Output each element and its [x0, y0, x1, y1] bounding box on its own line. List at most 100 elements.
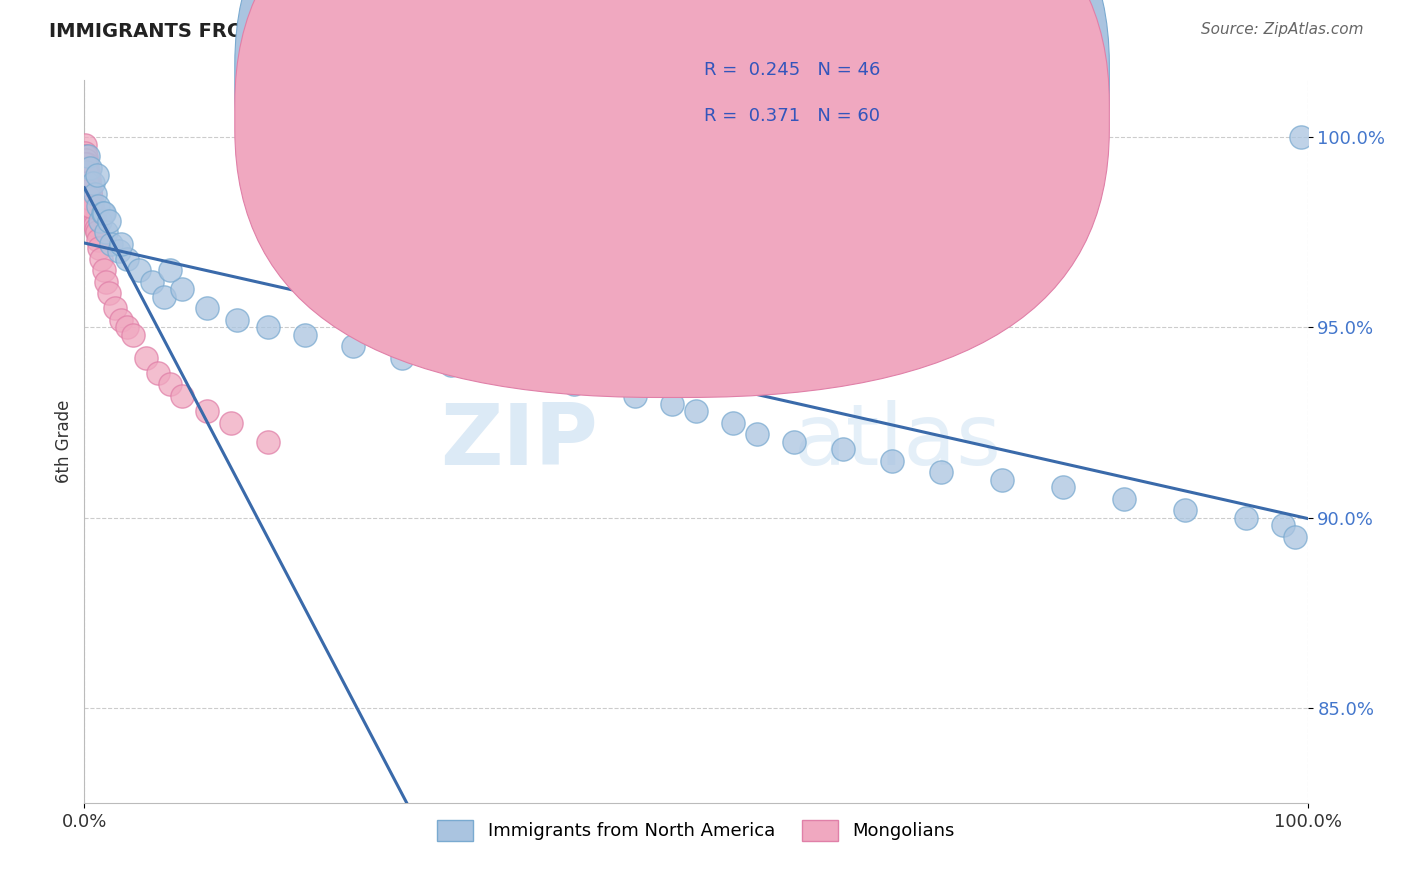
Point [880, 453, 903, 467]
Point [195, 301, 218, 316]
Point [80, 191, 103, 205]
Point [342, 339, 364, 353]
Point [685, 404, 707, 418]
Point [141, 275, 163, 289]
Point [79, 199, 101, 213]
Point [89, 214, 111, 228]
Point [96, 226, 118, 240]
Point [77, 191, 100, 205]
Point [75, 157, 97, 171]
Point [79, 184, 101, 198]
Point [80, 194, 103, 209]
Point [76, 164, 98, 178]
Point [122, 328, 145, 343]
Y-axis label: 6th Grade: 6th Grade [55, 400, 73, 483]
Point [79, 187, 101, 202]
Point [84, 218, 107, 232]
Point [83, 206, 105, 220]
Point [97, 214, 120, 228]
Point [391, 351, 413, 365]
Point [86, 169, 108, 183]
Point [159, 263, 181, 277]
Point [747, 426, 769, 441]
Point [87, 199, 110, 213]
Point [146, 366, 169, 380]
Point [96, 275, 118, 289]
Point [83, 214, 105, 228]
Point [73, 137, 96, 152]
Point [257, 320, 280, 334]
Point [77, 179, 100, 194]
Point [97, 286, 120, 301]
Legend: Immigrants from North America, Mongolians: Immigrants from North America, Mongolian… [430, 813, 962, 848]
Point [75, 161, 97, 175]
Text: R =  0.245   N = 46: R = 0.245 N = 46 [704, 61, 880, 78]
Point [80, 199, 103, 213]
Point [172, 389, 194, 403]
Text: R =  0.371   N = 60: R = 0.371 N = 60 [704, 108, 880, 126]
Point [294, 328, 316, 343]
Point [1236, 510, 1258, 524]
Point [172, 282, 194, 296]
Text: IMMIGRANTS FROM NORTH AMERICA VS MONGOLIAN 6TH GRADE CORRELATION CHART: IMMIGRANTS FROM NORTH AMERICA VS MONGOLI… [49, 22, 1004, 41]
Point [76, 161, 98, 175]
Point [1272, 518, 1295, 533]
Point [107, 244, 129, 259]
Point [77, 179, 100, 194]
Point [104, 301, 127, 316]
Point [75, 149, 97, 163]
Point [1174, 503, 1197, 517]
Point [75, 153, 97, 168]
Point [929, 465, 952, 479]
Point [115, 252, 138, 266]
Point [73, 145, 96, 160]
Point [75, 164, 97, 178]
Point [77, 172, 100, 186]
Point [110, 313, 132, 327]
Point [77, 149, 100, 163]
Point [76, 176, 98, 190]
Text: ZIP: ZIP [440, 400, 598, 483]
Point [502, 366, 524, 380]
Point [257, 434, 280, 449]
Point [135, 351, 157, 365]
Text: atlas: atlas [794, 400, 1002, 483]
Point [93, 206, 115, 220]
Point [624, 389, 647, 403]
Point [82, 202, 104, 217]
Point [100, 236, 122, 251]
Point [1114, 491, 1136, 506]
Point [226, 313, 249, 327]
Point [91, 206, 114, 220]
Point [77, 176, 100, 190]
Text: Source: ZipAtlas.com: Source: ZipAtlas.com [1201, 22, 1364, 37]
Point [84, 187, 107, 202]
Point [159, 377, 181, 392]
Point [128, 263, 150, 277]
Point [195, 404, 218, 418]
Point [75, 153, 97, 168]
Point [562, 377, 585, 392]
Point [77, 172, 100, 186]
Point [75, 157, 97, 171]
Point [79, 176, 101, 190]
Point [661, 396, 683, 410]
Point [219, 416, 242, 430]
Point [93, 263, 115, 277]
Point [79, 187, 101, 202]
Point [82, 176, 104, 190]
Point [1284, 530, 1306, 544]
Point [76, 157, 98, 171]
Point [783, 434, 806, 449]
Point [1291, 130, 1313, 145]
Point [77, 169, 100, 183]
Point [75, 161, 97, 175]
Point [86, 226, 108, 240]
Point [440, 359, 463, 373]
Point [115, 320, 138, 334]
Point [110, 236, 132, 251]
Point [991, 473, 1014, 487]
Point [153, 290, 176, 304]
Point [83, 210, 105, 224]
Point [76, 169, 98, 183]
